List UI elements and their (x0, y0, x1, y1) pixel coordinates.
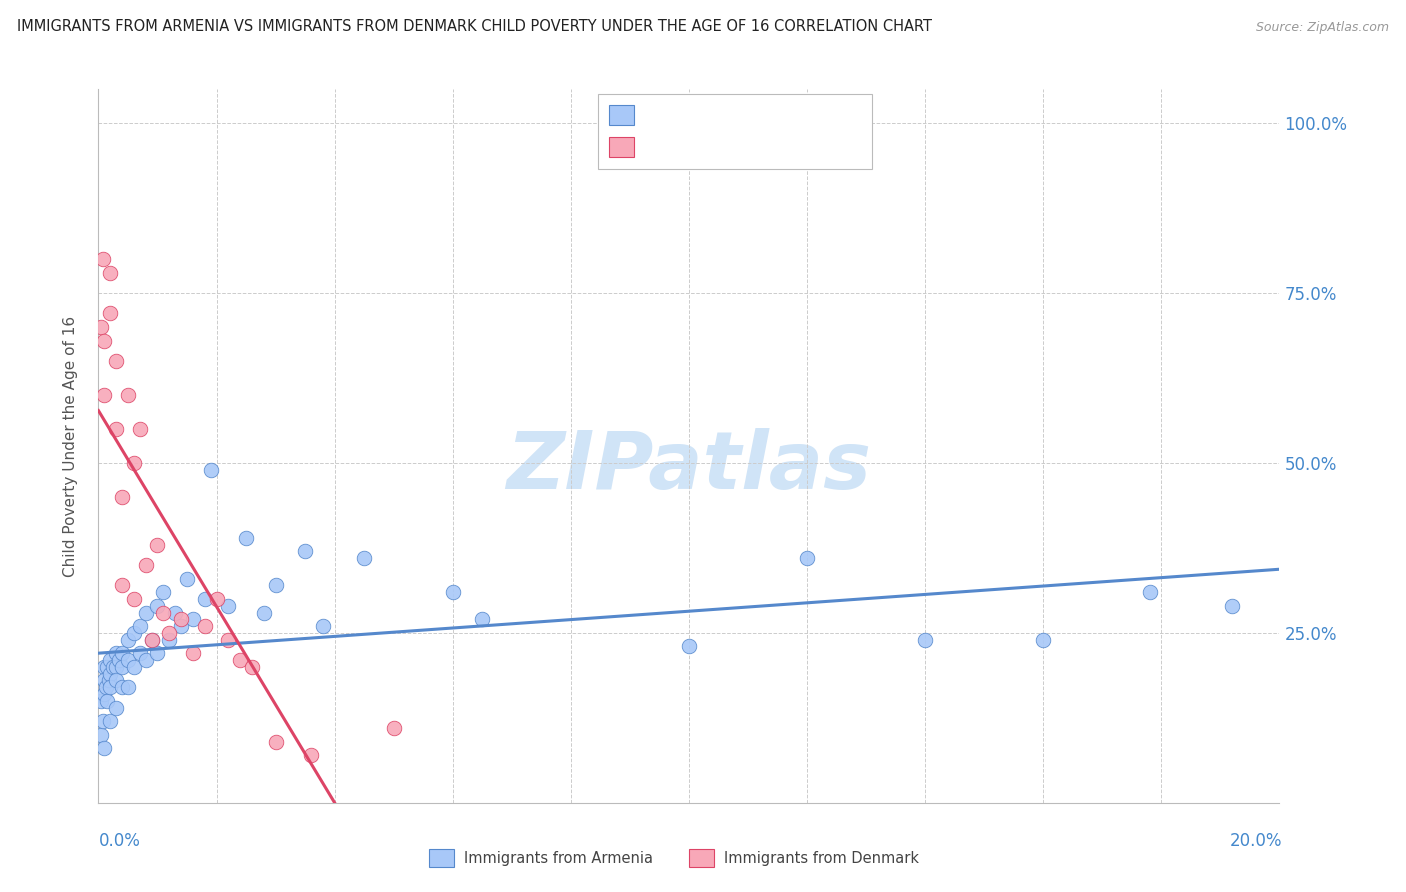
Point (93, 673, 115, 688)
Point (471, 612, 494, 626)
Point (105, 700, 128, 714)
Point (157, 626, 180, 640)
Point (299, 748, 322, 763)
Point (117, 680, 139, 694)
Point (105, 422, 128, 436)
Point (128, 646, 150, 660)
Point (294, 544, 316, 558)
Point (135, 653, 157, 667)
Text: 20.0%: 20.0% (1230, 831, 1282, 849)
Point (122, 660, 145, 674)
Point (98, 714, 121, 729)
Point (105, 673, 128, 688)
Point (152, 606, 174, 620)
Text: Immigrants from Denmark: Immigrants from Denmark (724, 851, 920, 865)
Point (170, 619, 193, 633)
Y-axis label: Child Poverty Under the Age of 16: Child Poverty Under the Age of 16 (63, 316, 77, 576)
Point (200, 463, 222, 477)
Point (678, 640, 700, 654)
Point (90, 320, 112, 334)
Point (157, 632, 180, 647)
Point (353, 551, 375, 566)
Point (94, 680, 117, 694)
Point (90, 728, 112, 742)
Point (98, 673, 121, 688)
Point (98, 266, 121, 280)
Point (181, 646, 204, 660)
Text: Immigrants from Armenia: Immigrants from Armenia (464, 851, 652, 865)
Point (128, 619, 150, 633)
Point (105, 354, 128, 368)
Text: 0.0%: 0.0% (98, 831, 141, 849)
Point (90, 694, 112, 708)
Point (146, 646, 169, 660)
Point (253, 606, 276, 620)
Point (135, 606, 157, 620)
Point (264, 734, 287, 748)
Point (111, 660, 134, 674)
Text: R =  0.183    N = 59: R = 0.183 N = 59 (643, 108, 797, 122)
Point (93, 334, 115, 348)
Point (217, 599, 239, 613)
Point (914, 632, 936, 647)
Point (96, 660, 118, 674)
Point (441, 585, 464, 599)
Text: Source: ZipAtlas.com: Source: ZipAtlas.com (1256, 21, 1389, 34)
Text: ZIPatlas: ZIPatlas (506, 428, 872, 507)
Point (181, 612, 204, 626)
Text: R =  0.544    N = 29: R = 0.544 N = 29 (643, 140, 797, 154)
Point (235, 531, 257, 545)
Point (382, 721, 405, 735)
Point (312, 619, 335, 633)
Point (103, 660, 125, 674)
Text: IMMIGRANTS FROM ARMENIA VS IMMIGRANTS FROM DENMARK CHILD POVERTY UNDER THE AGE O: IMMIGRANTS FROM ARMENIA VS IMMIGRANTS FR… (17, 20, 932, 34)
Point (96, 694, 118, 708)
Point (117, 653, 139, 667)
Point (796, 551, 818, 566)
Point (111, 490, 134, 504)
Point (194, 619, 217, 633)
Point (98, 666, 121, 681)
Point (176, 572, 198, 586)
Point (93, 388, 115, 402)
Point (111, 680, 134, 694)
Point (146, 537, 169, 551)
Point (141, 632, 163, 647)
Point (91, 252, 114, 266)
Point (98, 306, 121, 320)
Point (194, 591, 217, 606)
Point (264, 578, 287, 592)
Point (122, 456, 145, 470)
Point (146, 599, 169, 613)
Point (229, 653, 252, 667)
Point (165, 606, 187, 620)
Point (117, 388, 139, 402)
Point (111, 578, 134, 592)
Point (105, 646, 128, 660)
Point (128, 422, 150, 436)
Point (152, 585, 174, 599)
Point (98, 680, 121, 694)
Point (93, 660, 115, 674)
Point (93, 741, 115, 756)
Point (205, 591, 228, 606)
Point (1032, 632, 1054, 647)
Point (98, 653, 121, 667)
Point (240, 660, 263, 674)
Point (135, 558, 157, 572)
Point (105, 660, 128, 674)
Point (117, 632, 139, 647)
Point (122, 591, 145, 606)
Point (93, 687, 115, 701)
Point (217, 632, 239, 647)
Point (141, 632, 163, 647)
Point (1220, 599, 1243, 613)
Point (170, 612, 193, 626)
Point (111, 646, 134, 660)
Point (122, 626, 145, 640)
Point (91, 714, 114, 729)
Point (1139, 585, 1161, 599)
Point (108, 653, 131, 667)
